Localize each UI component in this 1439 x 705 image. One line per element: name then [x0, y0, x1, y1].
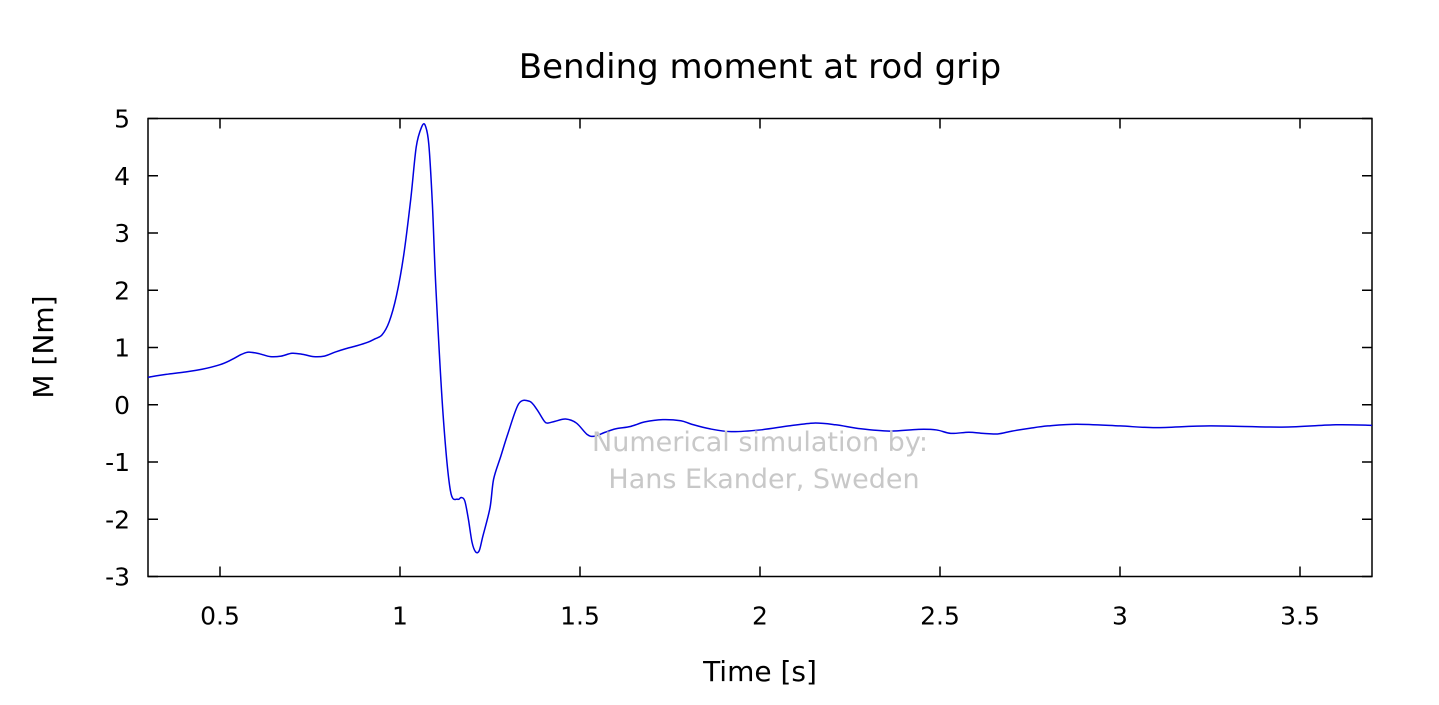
bending-moment-line	[147, 123, 1373, 554]
y-tick-label: -2	[105, 505, 130, 534]
chart-title: Bending moment at rod grip	[519, 47, 1001, 87]
y-tick-label: 3	[114, 219, 130, 248]
x-tick-label: 3	[1112, 602, 1128, 631]
x-tick-label: 3.5	[1280, 602, 1320, 631]
plot-frame	[147, 117, 1373, 578]
y-axis-ticks: -3 -2 -1 0 1 2 3 4 5	[105, 105, 1372, 592]
y-tick-label: 1	[114, 334, 130, 363]
y-tick-label: 5	[114, 105, 130, 134]
x-tick-label: 0.5	[200, 602, 240, 631]
y-tick-label: -1	[105, 448, 130, 477]
x-axis-label: Time [s]	[702, 655, 817, 688]
x-axis-ticks: 0.5 1 1.5 2 2.5 3 3.5	[200, 118, 1320, 631]
x-tick-label: 2.5	[920, 602, 960, 631]
watermark-line-1: Numerical simulation by:	[592, 427, 928, 458]
y-tick-label: 4	[114, 162, 130, 191]
y-axis-label: M [Nm]	[27, 295, 60, 398]
y-tick-label: 0	[114, 391, 130, 420]
x-tick-label: 1.5	[560, 602, 600, 631]
y-tick-label: -3	[105, 563, 130, 592]
x-tick-label: 2	[752, 602, 768, 631]
watermark-line-2: Hans Ekander, Sweden	[608, 464, 919, 495]
y-tick-label: 2	[114, 276, 130, 305]
x-tick-label: 1	[392, 602, 408, 631]
